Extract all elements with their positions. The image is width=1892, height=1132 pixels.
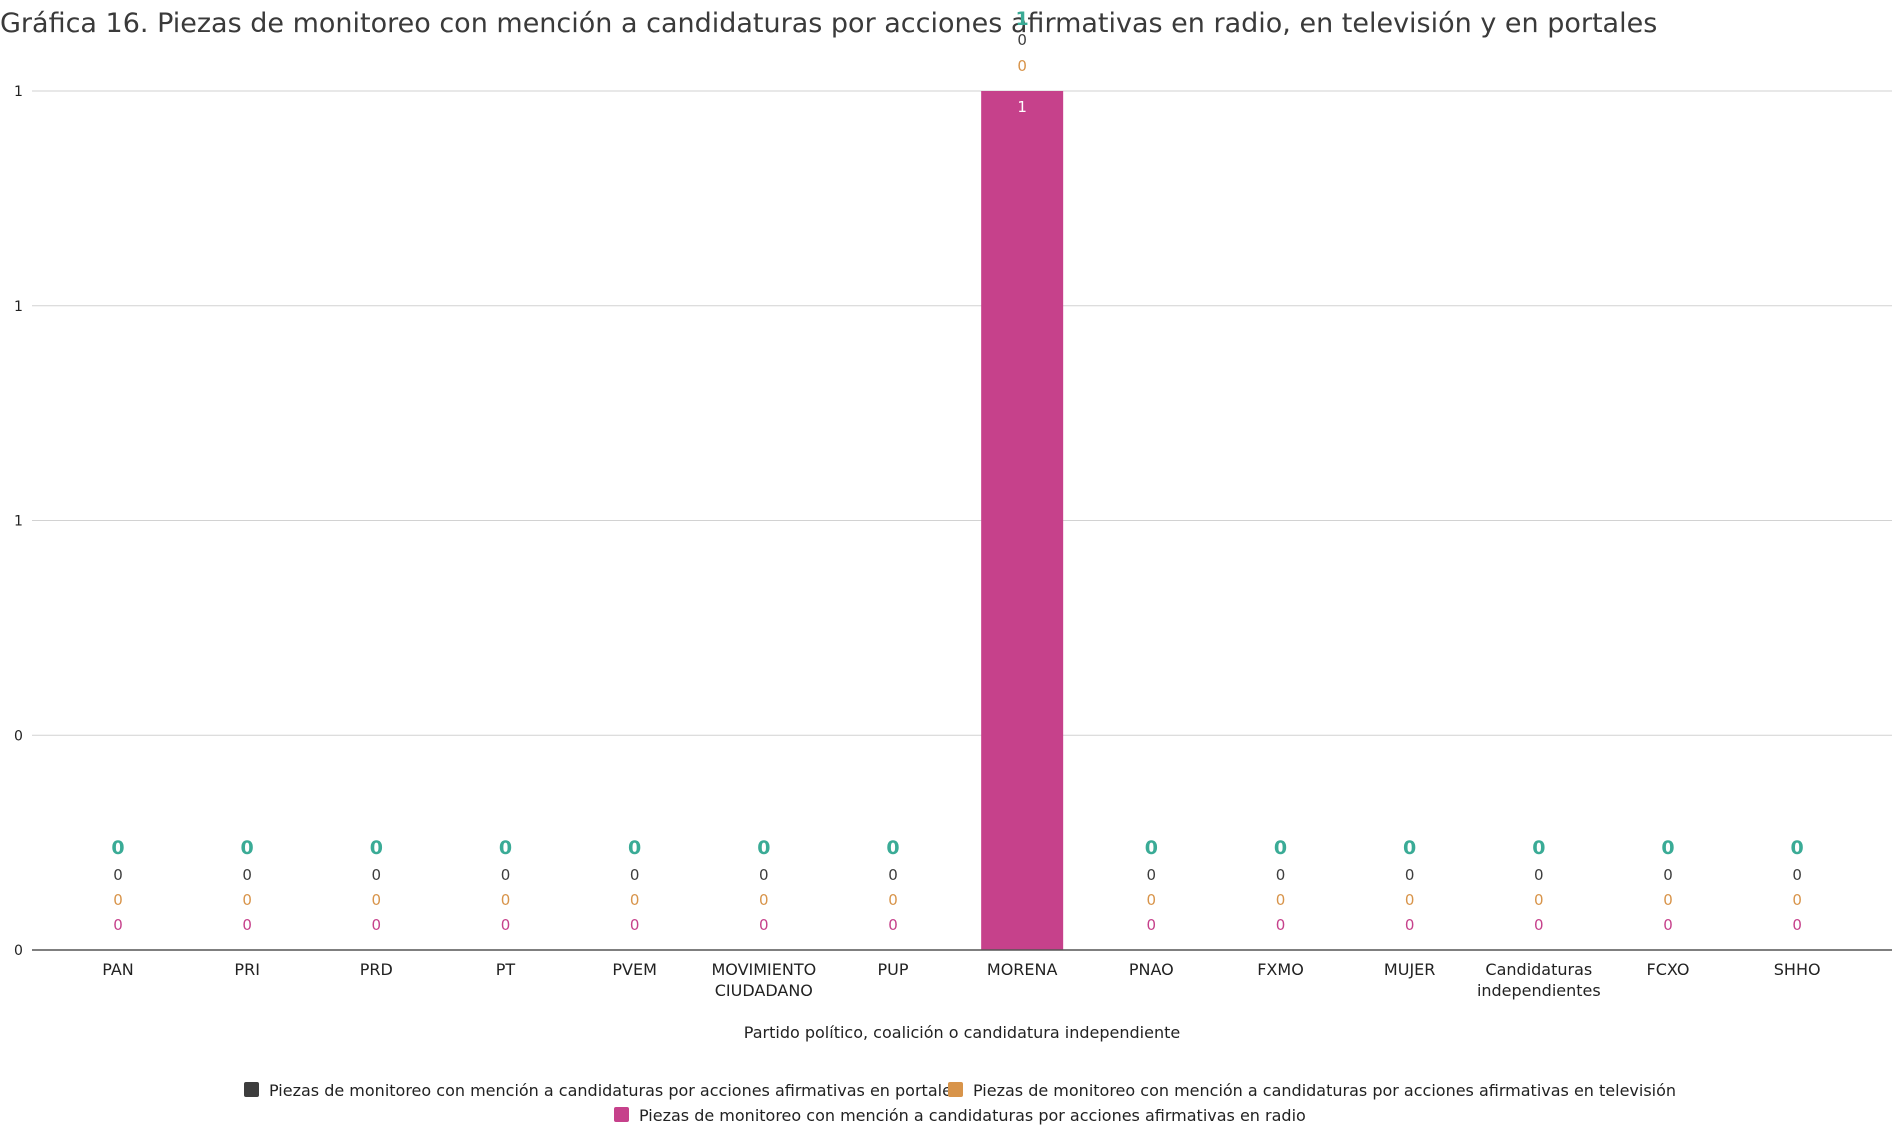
data-label: 0 xyxy=(1405,866,1415,884)
data-label: 0 xyxy=(501,916,511,934)
x-tick-label: FXMO xyxy=(1257,960,1304,979)
data-label: 0 xyxy=(372,866,382,884)
x-tick-label: PRI xyxy=(234,960,259,979)
x-tick-label: MOVIMIENTO xyxy=(711,960,816,979)
y-tick-label: 0 xyxy=(14,943,23,959)
data-label: 0 xyxy=(1147,891,1157,909)
data-label: 0 xyxy=(1663,891,1673,909)
y-axis: 0 0 1 1 1 xyxy=(14,84,23,959)
total-label: 0 xyxy=(886,837,899,859)
x-tick-label: PRD xyxy=(360,960,393,979)
x-tick-label: PT xyxy=(496,960,516,979)
legend-entry: Piezas de monitoreo con mención a candid… xyxy=(973,1081,1676,1100)
data-label: 0 xyxy=(1017,57,1027,75)
data-label: 0 xyxy=(630,866,640,884)
y-tick-label: 1 xyxy=(14,84,23,100)
data-label: 0 xyxy=(1534,891,1544,909)
data-label: 0 xyxy=(888,891,898,909)
data-label: 0 xyxy=(242,866,252,884)
legend-entry: Piezas de monitoreo con mención a candid… xyxy=(269,1081,960,1100)
total-label: 0 xyxy=(1661,837,1674,859)
x-tick-label: MORENA xyxy=(987,960,1058,979)
x-tick-label: independientes xyxy=(1477,981,1601,1000)
x-tick-label: PVEM xyxy=(612,960,657,979)
data-label: 0 xyxy=(242,891,252,909)
data-label: 0 xyxy=(888,916,898,934)
data-label: 0 xyxy=(1017,31,1027,49)
total-label: 0 xyxy=(241,837,254,859)
data-label: 0 xyxy=(501,891,511,909)
y-tick-label: 1 xyxy=(14,514,23,530)
data-label: 0 xyxy=(372,891,382,909)
gridlines xyxy=(32,90,1892,736)
x-axis-label: Partido político, coalición o candidatur… xyxy=(744,1023,1180,1042)
legend-swatch xyxy=(948,1082,963,1097)
y-tick-label: 1 xyxy=(14,299,23,315)
total-label: 0 xyxy=(1532,837,1545,859)
total-label: 0 xyxy=(111,837,124,859)
x-tick-label: SHHO xyxy=(1774,960,1821,979)
data-label: 0 xyxy=(501,866,511,884)
data-label: 0 xyxy=(1663,866,1673,884)
data-label: 0 xyxy=(630,891,640,909)
x-tick-label: Candidaturas xyxy=(1485,960,1592,979)
legend: Piezas de monitoreo con mención a candid… xyxy=(244,1081,1676,1125)
data-label: 0 xyxy=(630,916,640,934)
data-label: 0 xyxy=(1663,916,1673,934)
legend-swatch xyxy=(614,1107,629,1122)
data-labels: 0000000000000000000000000000100100000000… xyxy=(111,8,1803,934)
data-label: 0 xyxy=(1534,866,1544,884)
data-label: 0 xyxy=(1276,916,1286,934)
x-tick-label: PUP xyxy=(877,960,908,979)
total-label: 0 xyxy=(1274,837,1287,859)
total-label: 0 xyxy=(628,837,641,859)
x-tick-label: FCXO xyxy=(1647,960,1690,979)
total-label: 1 xyxy=(1016,8,1029,30)
legend-entry: Piezas de monitoreo con mención a candid… xyxy=(639,1106,1306,1125)
data-label: 0 xyxy=(242,916,252,934)
data-label: 0 xyxy=(1405,891,1415,909)
data-label: 0 xyxy=(759,866,769,884)
x-tick-label: PNAO xyxy=(1129,960,1174,979)
x-tick-label: MUJER xyxy=(1384,960,1435,979)
data-label: 0 xyxy=(1276,891,1286,909)
data-label: 0 xyxy=(1792,866,1802,884)
data-label: 0 xyxy=(1405,916,1415,934)
data-label: 0 xyxy=(1534,916,1544,934)
legend-swatch xyxy=(244,1082,259,1097)
data-label: 0 xyxy=(759,891,769,909)
data-label: 0 xyxy=(372,916,382,934)
total-label: 0 xyxy=(1403,837,1416,859)
data-label: 0 xyxy=(888,866,898,884)
total-label: 0 xyxy=(1791,837,1804,859)
data-label: 0 xyxy=(113,916,123,934)
total-label: 0 xyxy=(499,837,512,859)
data-label: 0 xyxy=(1276,866,1286,884)
x-axis: PAN PRI PRD PT PVEM MOVIMIENTO CIUDADANO PUP MOR… xyxy=(102,960,1820,1000)
total-label: 0 xyxy=(757,837,770,859)
total-label: 0 xyxy=(1145,837,1158,859)
chart-title: Gráfica 16. Piezas de monitoreo con menc… xyxy=(0,8,1657,39)
y-tick-label: 0 xyxy=(14,728,23,744)
data-label: 0 xyxy=(1792,916,1802,934)
data-label: 0 xyxy=(759,916,769,934)
x-tick-label: PAN xyxy=(102,960,134,979)
x-tick-label: CIUDADANO xyxy=(715,981,813,1000)
data-label: 0 xyxy=(1147,916,1157,934)
data-label: 0 xyxy=(113,891,123,909)
bars xyxy=(981,91,1064,950)
data-label: 0 xyxy=(1147,866,1157,884)
data-label: 0 xyxy=(113,866,123,884)
bar-segment xyxy=(981,91,1064,950)
data-label: 0 xyxy=(1792,891,1802,909)
total-label: 0 xyxy=(370,837,383,859)
data-label: 1 xyxy=(1017,98,1027,116)
